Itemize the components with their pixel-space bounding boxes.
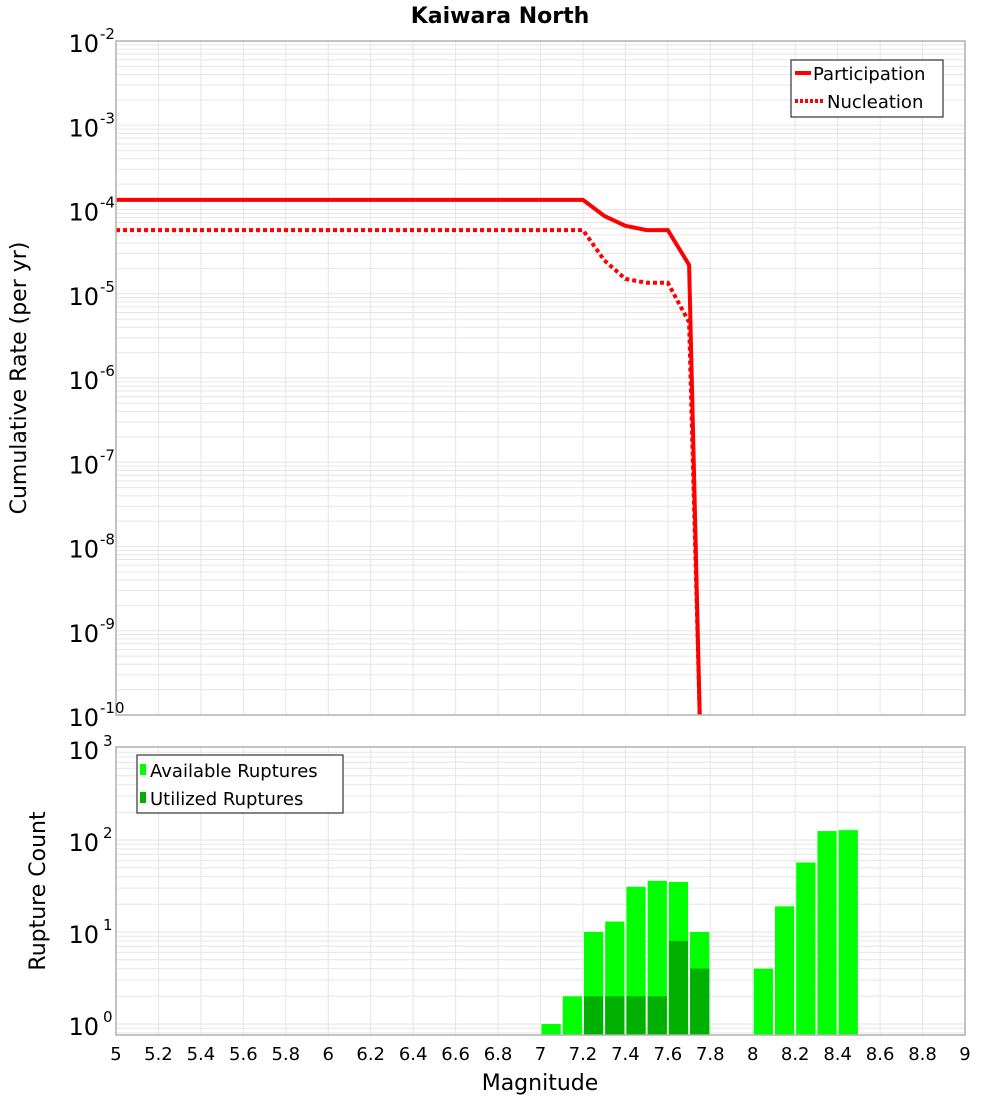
utilized-legend-swatch [140,792,146,803]
svg-text:-5: -5 [100,278,115,296]
svg-text:10: 10 [68,536,99,564]
svg-text:10: 10 [68,1013,99,1041]
bottom-plot-frame [115,746,966,1036]
svg-text:7.8: 7.8 [696,1044,725,1065]
top-legend: Participation Nucleation [790,59,944,118]
utilized-ruptures-bar [583,996,604,1035]
svg-text:-10: -10 [100,699,125,717]
available-ruptures-bar [796,862,816,1035]
available-ruptures-bar [753,968,773,1035]
top-plot-frame [115,40,966,716]
svg-text:10: 10 [68,737,99,765]
svg-text:2: 2 [103,824,113,842]
svg-text:10: 10 [68,829,99,857]
svg-text:6.2: 6.2 [356,1044,385,1065]
available-ruptures-bar [774,906,795,1035]
utilized-ruptures-bar [605,996,625,1035]
svg-text:-4: -4 [100,194,115,212]
svg-text:3: 3 [103,732,113,750]
utilized-ruptures-bar [647,996,667,1035]
available-legend-swatch [140,764,146,775]
svg-text:10: 10 [68,199,99,227]
svg-text:5.4: 5.4 [187,1044,216,1065]
svg-text:5.8: 5.8 [271,1044,300,1065]
bottom-plot-bars [541,830,858,1035]
svg-text:5: 5 [110,1044,121,1065]
svg-text:10: 10 [68,30,99,58]
svg-text:10: 10 [68,921,99,949]
participation-line [116,197,702,716]
svg-text:8.4: 8.4 [823,1044,852,1065]
svg-text:5.2: 5.2 [144,1044,173,1065]
utilized-ruptures-bar [626,996,646,1035]
available-ruptures-bar [541,1024,561,1035]
svg-text:6.8: 6.8 [484,1044,513,1065]
nucleation-line [116,228,702,716]
top-y-axis-label: Cumulative Rate (per yr) [7,242,32,515]
svg-text:10: 10 [68,114,99,142]
available-ruptures-bar [817,831,837,1035]
top-plot-grid [115,41,966,716]
svg-text:7: 7 [535,1044,546,1065]
svg-text:1: 1 [103,916,113,934]
svg-text:7.4: 7.4 [611,1044,640,1065]
svg-text:8.6: 8.6 [866,1044,895,1065]
bottom-legend: Available Ruptures Utilized Ruptures [136,754,344,814]
svg-text:10: 10 [68,451,99,479]
svg-text:6: 6 [323,1044,334,1065]
svg-text:10: 10 [68,367,99,395]
legend-nucleation: Nucleation [827,92,923,113]
svg-text:-8: -8 [100,531,115,549]
svg-text:10: 10 [68,620,99,648]
chart-title: Kaiwara North [411,4,590,29]
utilized-ruptures-bar [690,968,710,1035]
top-y-axis-ticks: 10-210-310-410-510-610-710-810-910-10 [68,25,124,732]
svg-text:6.4: 6.4 [399,1044,428,1065]
svg-text:9: 9 [959,1044,970,1065]
utilized-ruptures-bar [668,940,689,1035]
svg-text:7.2: 7.2 [569,1044,598,1065]
legend-participation: Participation [813,64,925,85]
svg-text:7.6: 7.6 [654,1044,683,1065]
svg-text:5.6: 5.6 [229,1044,258,1065]
legend-available: Available Ruptures [150,761,318,782]
x-axis-ticks: 5 5.2 5.4 5.6 5.8 6 6.2 6.4 6.6 6.8 7 7.2 7.4 7.6 7.8 8… [110,1044,970,1065]
svg-text:-3: -3 [100,109,115,127]
svg-text:8: 8 [747,1044,758,1065]
svg-text:8.8: 8.8 [908,1044,937,1065]
svg-text:10: 10 [68,283,99,311]
bottom-y-axis-label: Rupture Count [26,811,51,971]
svg-text:6.6: 6.6 [441,1044,470,1065]
legend-utilized: Utilized Ruptures [150,789,303,810]
svg-text:-9: -9 [100,615,115,633]
x-axis-label: Magnitude [482,1071,599,1096]
svg-text:0: 0 [103,1008,113,1026]
svg-text:10: 10 [68,704,99,732]
svg-text:-7: -7 [100,446,115,464]
svg-text:-2: -2 [100,25,115,43]
available-ruptures-bar [562,996,582,1035]
top-plot-lines [116,197,702,716]
svg-text:8.2: 8.2 [781,1044,810,1065]
available-ruptures-bar [838,830,858,1035]
svg-text:-6: -6 [100,362,115,380]
